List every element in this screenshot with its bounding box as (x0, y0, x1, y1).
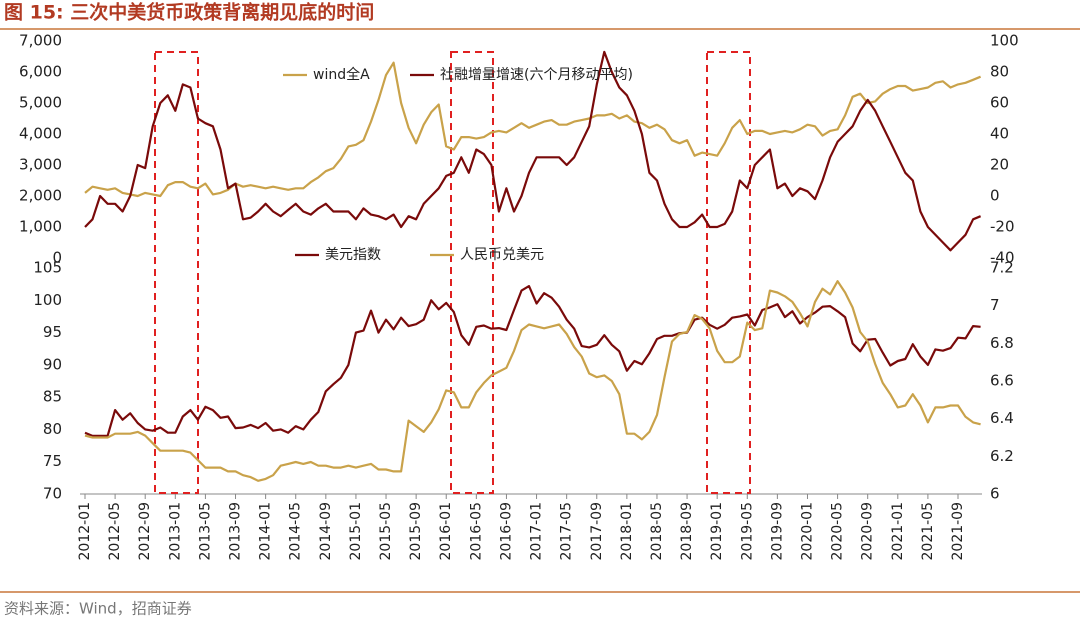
y2-tick-label: 6.4 (990, 409, 1014, 427)
y-tick-label: 75 (43, 452, 62, 470)
y-tick-label: 6,000 (19, 63, 62, 81)
x-tick-label: 2014-01 (258, 502, 274, 561)
x-tick-label: 2013-01 (167, 502, 183, 561)
x-tick-label: 2021-05 (920, 502, 936, 561)
x-tick-label: 2015-05 (378, 502, 394, 561)
x-tick-label: 2016-05 (468, 502, 484, 561)
y2-tick-label: 80 (990, 63, 1009, 81)
legend-label: wind全A (313, 66, 370, 83)
y2-tick-label: 7 (990, 296, 1000, 314)
title: 图 15: 三次中美货币政策背离期见底的时间 (4, 1, 374, 24)
x-tick-label: 2015-09 (408, 502, 424, 561)
y-tick-label: 3,000 (19, 156, 62, 174)
y-tick-label: 7,000 (19, 32, 62, 50)
y2-tick-label: 6.6 (990, 372, 1014, 390)
x-tick-label: 2019-09 (769, 502, 785, 561)
source: 资料来源：Wind，招商证券 (4, 600, 192, 618)
x-tick-label: 2017-01 (529, 502, 545, 561)
x-tick-label: 2014-09 (318, 502, 334, 561)
x-tick-label: 2020-01 (799, 502, 815, 561)
y-tick-label: 70 (43, 485, 62, 503)
y2-tick-label: -20 (990, 218, 1015, 236)
x-tick-label: 2012-01 (77, 502, 93, 561)
y2-tick-label: 7.2 (990, 259, 1014, 277)
y-tick-label: 4,000 (19, 125, 62, 143)
x-tick-label: 2016-09 (498, 502, 514, 561)
x-tick-label: 2018-05 (649, 502, 665, 561)
x-tick-label: 2019-01 (709, 502, 725, 561)
x-tick-label: 2012-09 (137, 502, 153, 561)
x-tick-label: 2018-01 (619, 502, 635, 561)
y-tick-label: 100 (33, 291, 62, 309)
y2-tick-label: -40 (990, 249, 1015, 267)
series-line (84, 50, 982, 252)
y-tick-label: 1,000 (19, 218, 62, 236)
y-tick-label: 85 (43, 388, 62, 406)
highlight-box (154, 51, 199, 494)
y2-tick-label: 6.8 (990, 334, 1014, 352)
y-tick-label: 80 (43, 420, 62, 438)
legend-label: 美元指数 (325, 247, 381, 263)
legend-label: 社融增量增速(六个月移动平均) (440, 67, 633, 83)
x-tick-label: 2012-05 (107, 502, 123, 561)
x-tick-label: 2021-09 (950, 502, 966, 561)
highlight-boxes (154, 51, 751, 494)
series-line (84, 280, 981, 482)
highlight-box (706, 51, 751, 494)
y-tick-label: 95 (43, 323, 62, 341)
y2-tick-label: 6 (990, 485, 1000, 503)
y2-tick-label: 20 (990, 156, 1009, 174)
x-tick-label: 2019-05 (739, 502, 755, 561)
y2-tick-label: 100 (990, 32, 1019, 50)
y2-tick-label: 6.2 (990, 447, 1014, 465)
x-tick-label: 2021-01 (890, 502, 906, 561)
x-tick-label: 2015-01 (348, 502, 364, 561)
y-tick-label: 2,000 (19, 187, 62, 205)
legend-label: 人民币兑美元 (460, 247, 544, 263)
x-tick-label: 2013-05 (197, 502, 213, 561)
y2-tick-label: 40 (990, 125, 1009, 143)
x-tick-label: 2020-05 (830, 502, 846, 561)
x-tick-label: 2020-09 (860, 502, 876, 561)
x-tick-label: 2017-05 (559, 502, 575, 561)
highlight-box (450, 51, 494, 494)
x-tick-label: 2014-05 (288, 502, 304, 561)
series-line (84, 285, 981, 437)
y2-tick-label: 0 (990, 187, 1000, 205)
y2-tick-label: 60 (990, 94, 1009, 112)
y-tick-label: 0 (52, 249, 62, 267)
x-tick-label: 2018-09 (679, 502, 695, 561)
x-tick-label: 2016-01 (438, 502, 454, 561)
y-tick-label: 105 (33, 259, 62, 277)
x-tick-label: 2017-09 (589, 502, 605, 561)
y-tick-label: 90 (43, 355, 62, 373)
y-tick-label: 5,000 (19, 94, 62, 112)
x-tick-label: 2013-09 (228, 502, 244, 561)
